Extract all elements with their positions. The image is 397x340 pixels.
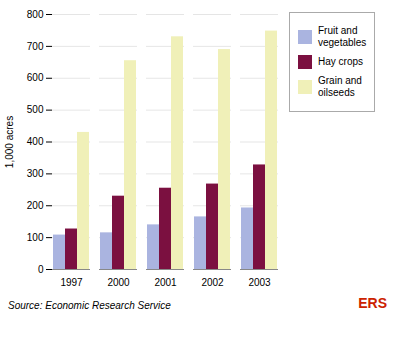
svg-text:200: 200 (27, 200, 44, 211)
svg-text:0: 0 (38, 264, 44, 275)
svg-text:1,000 acres: 1,000 acres (4, 116, 15, 168)
svg-text:600: 600 (27, 72, 44, 83)
svg-text:400: 400 (27, 136, 44, 147)
html-text:Hay crops: Hay crops (318, 56, 363, 67)
svg-text:2000: 2000 (107, 277, 130, 288)
svg-text:100: 100 (27, 232, 44, 243)
svg-text:800: 800 (27, 9, 44, 20)
svg-text:700: 700 (27, 41, 44, 52)
html-text:Grain and oilseeds: Grain and oilseeds (318, 75, 362, 98)
svg-text:1997: 1997 (60, 277, 83, 288)
svg-text:500: 500 (27, 104, 44, 115)
svg-text:2002: 2002 (201, 277, 224, 288)
html-text:ERS: ERS (358, 295, 387, 311)
svg-text:2003: 2003 (248, 277, 271, 288)
html-text:Fruit and vegetables: Fruit and vegetables (318, 25, 367, 48)
svg-text:2001: 2001 (154, 277, 177, 288)
html-text:Source: Economic Research Serv: Source: Economic Research Service (8, 300, 171, 311)
svg-text:300: 300 (27, 168, 44, 179)
